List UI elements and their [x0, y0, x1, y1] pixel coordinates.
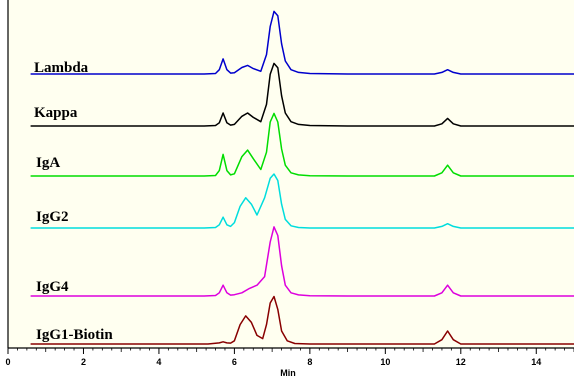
x-tick-label: 8 [307, 357, 312, 367]
series-label-lambda: Lambda [34, 60, 89, 76]
series-label-layer: Lambda Kappa IgA IgG2 IgG4 IgG1-Biotin [34, 60, 113, 343]
series-label-igg4: IgG4 [36, 279, 69, 295]
x-tick-label: 4 [156, 357, 161, 367]
series-label-kappa: Kappa [34, 105, 78, 121]
series-line-kappa [30, 62, 574, 127]
series-label-igg2: IgG2 [36, 209, 69, 225]
x-tick-label: 12 [456, 357, 466, 367]
plot-background [8, 0, 574, 348]
series-line-igg2 [30, 173, 574, 229]
series-label-igg1-biotin: IgG1-Biotin [36, 327, 113, 343]
series-layer [30, 10, 574, 345]
x-axis-label: Min [280, 368, 296, 378]
series-line-lambda [30, 10, 574, 75]
series-line-igg4 [30, 226, 574, 297]
x-tick-label: 14 [531, 357, 541, 367]
x-tick-label: 6 [232, 357, 237, 367]
x-tick-label: 0 [5, 357, 10, 367]
x-tick-layer: 0 2 4 6 8 10 12 14 [5, 348, 574, 367]
x-tick-label: 10 [380, 357, 390, 367]
series-line-iga [30, 112, 574, 177]
series-label-iga: IgA [36, 155, 60, 171]
x-tick-label: 2 [81, 357, 86, 367]
series-line-igg1-biotin [30, 295, 574, 345]
